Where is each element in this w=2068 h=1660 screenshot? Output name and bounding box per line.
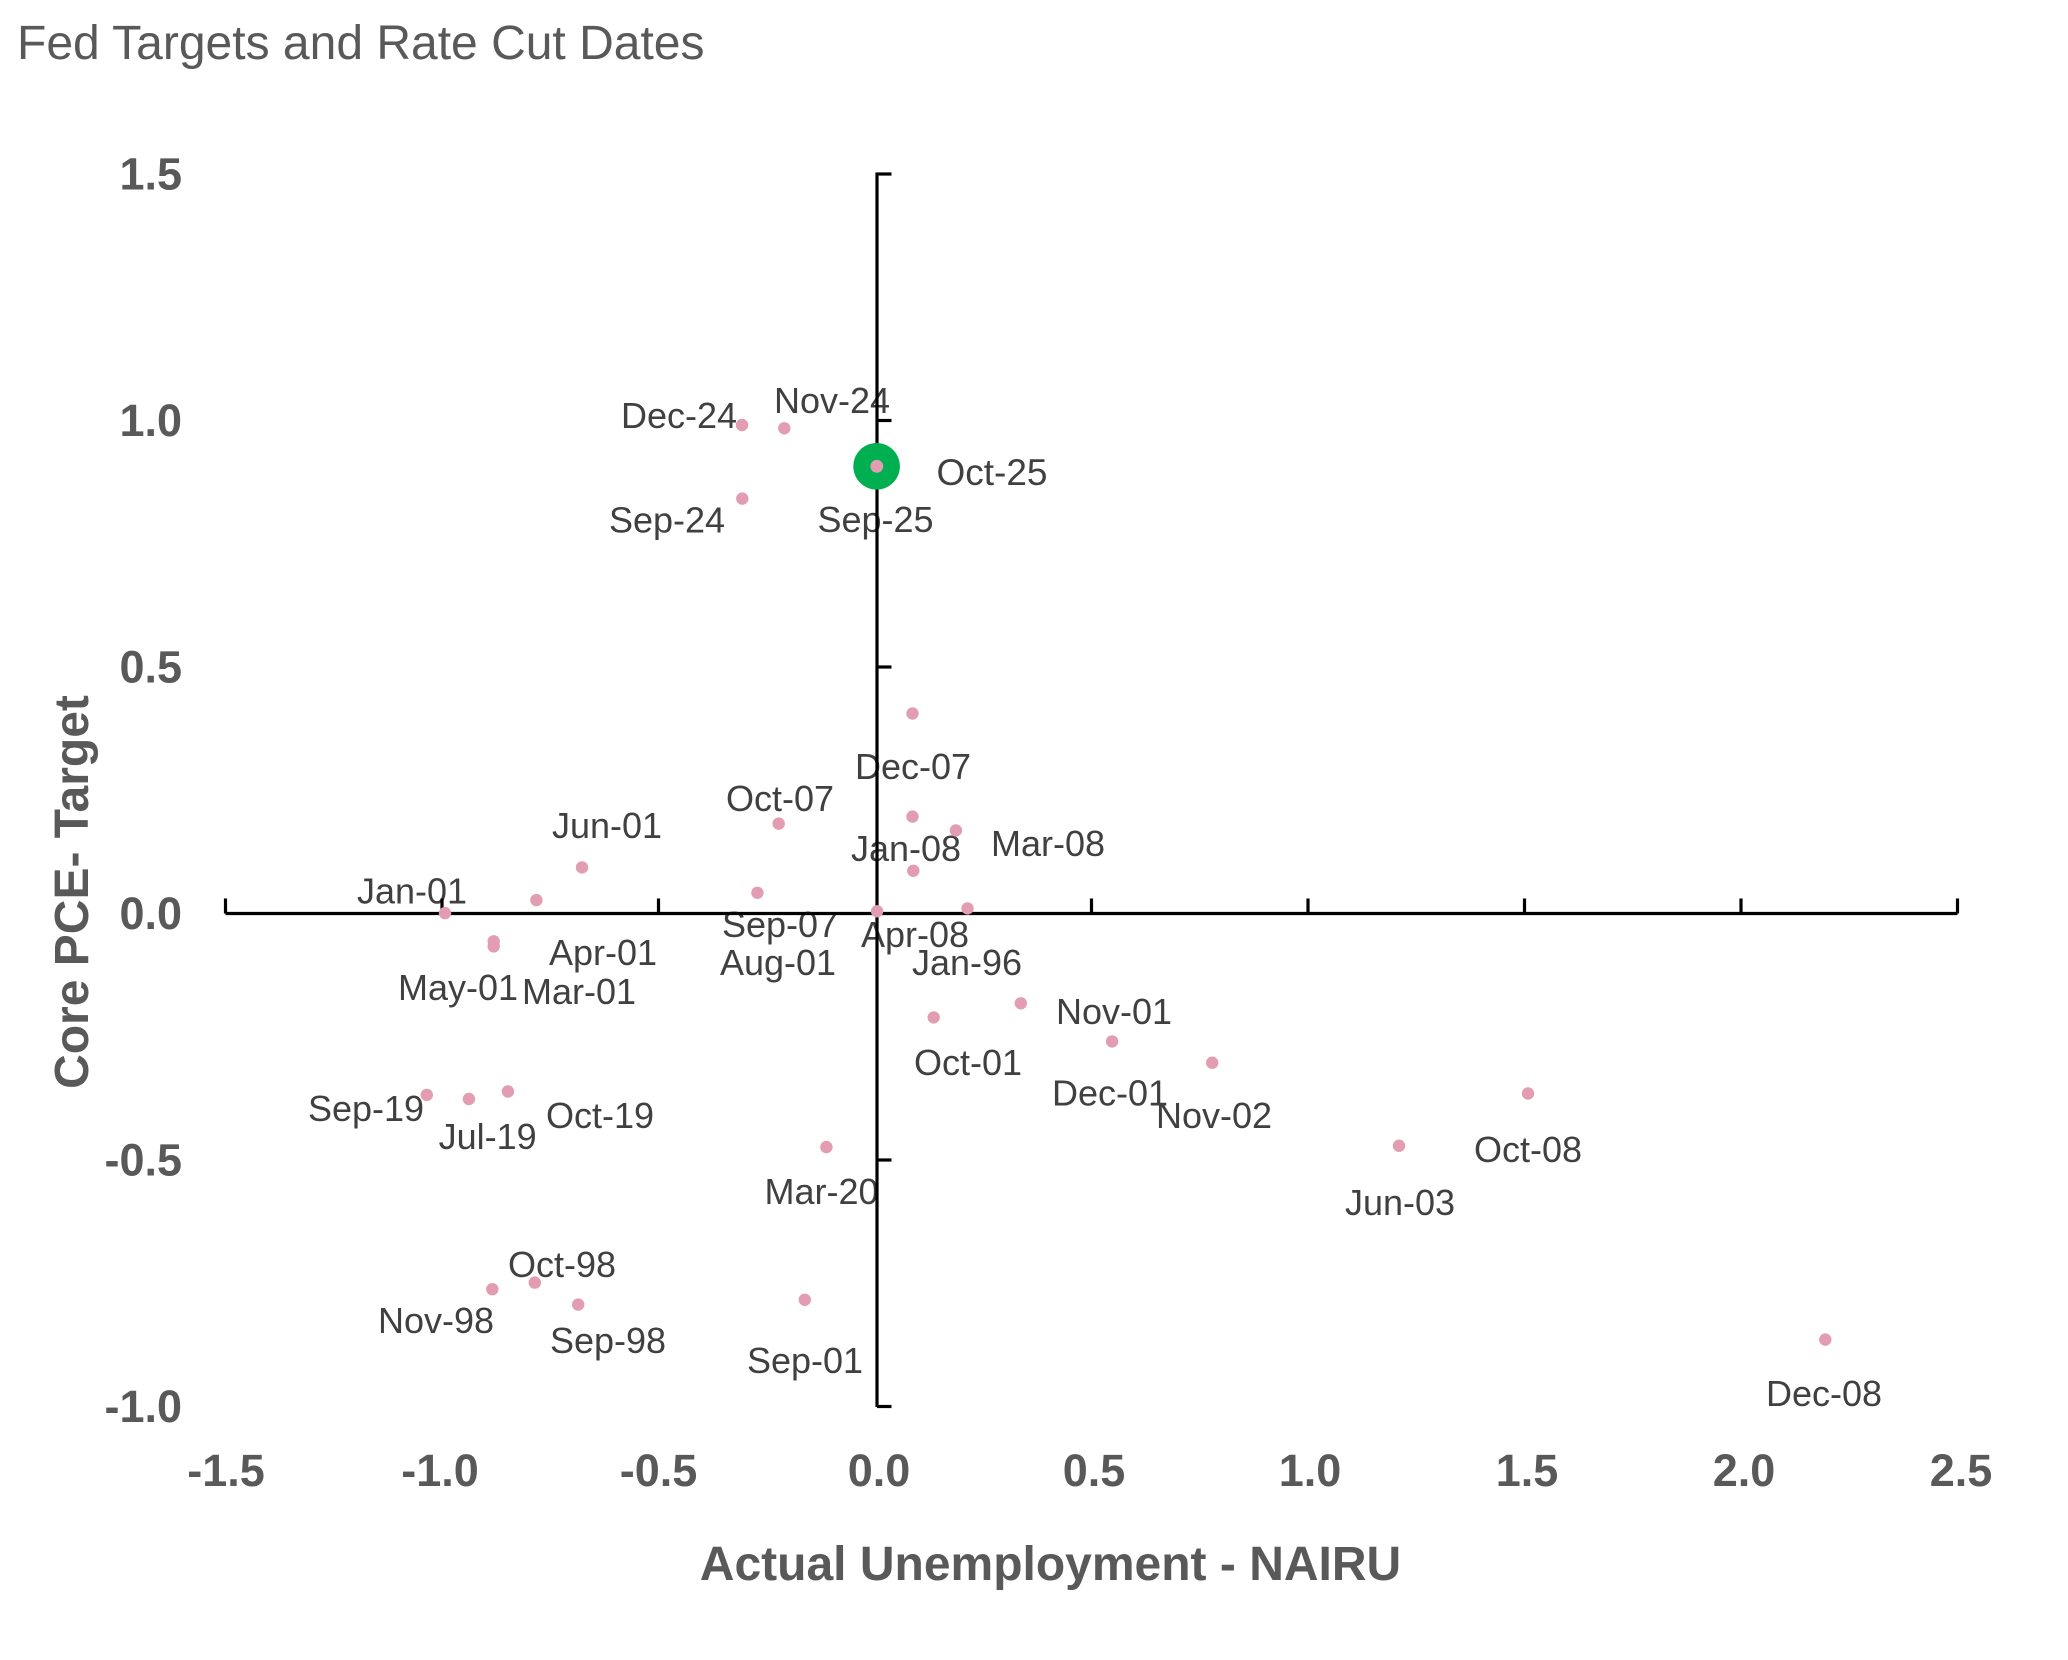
svg-text:Nov-98: Nov-98 — [378, 1300, 494, 1341]
svg-text:Oct-01: Oct-01 — [914, 1042, 1022, 1083]
svg-text:-0.5: -0.5 — [104, 1135, 182, 1186]
svg-text:Actual Unemployment - NAIRU: Actual Unemployment - NAIRU — [700, 1538, 1401, 1591]
svg-text:Apr-08: Apr-08 — [861, 914, 969, 955]
svg-text:Nov-01: Nov-01 — [1056, 991, 1172, 1032]
svg-text:Jan-08: Jan-08 — [851, 828, 961, 869]
svg-text:0.5: 0.5 — [119, 642, 182, 693]
svg-text:0.0: 0.0 — [848, 1445, 911, 1496]
svg-text:Sep-19: Sep-19 — [308, 1088, 424, 1129]
svg-text:Dec-08: Dec-08 — [1766, 1373, 1882, 1414]
svg-text:Core PCE- Target: Core PCE- Target — [46, 695, 99, 1089]
svg-text:Oct-25: Oct-25 — [936, 452, 1047, 493]
svg-text:1.5: 1.5 — [119, 149, 182, 200]
svg-text:Fed Targets and Rate Cut Dates: Fed Targets and Rate Cut Dates — [17, 17, 705, 70]
svg-text:Dec-24: Dec-24 — [621, 395, 737, 436]
svg-text:Nov-02: Nov-02 — [1156, 1095, 1272, 1136]
svg-text:Apr-01: Apr-01 — [549, 932, 657, 973]
svg-text:Sep-07: Sep-07 — [722, 904, 838, 945]
svg-text:Aug-01: Aug-01 — [720, 942, 836, 983]
svg-text:Dec-01: Dec-01 — [1052, 1073, 1168, 1114]
svg-text:Sep-98: Sep-98 — [550, 1320, 666, 1361]
svg-text:Oct-98: Oct-98 — [508, 1244, 616, 1285]
svg-text:-0.5: -0.5 — [620, 1445, 698, 1496]
svg-text:Nov-24: Nov-24 — [774, 380, 890, 421]
svg-text:Jan-96: Jan-96 — [912, 942, 1022, 983]
svg-text:Oct-08: Oct-08 — [1474, 1129, 1582, 1170]
svg-text:May-01: May-01 — [398, 967, 518, 1008]
svg-text:1.0: 1.0 — [119, 395, 182, 446]
svg-text:Mar-20: Mar-20 — [764, 1171, 878, 1212]
svg-text:Jun-03: Jun-03 — [1345, 1182, 1455, 1223]
svg-text:Mar-08: Mar-08 — [991, 823, 1105, 864]
svg-text:Jan-01: Jan-01 — [357, 871, 467, 912]
svg-text:1.5: 1.5 — [1496, 1445, 1559, 1496]
svg-text:Jun-01: Jun-01 — [552, 805, 662, 846]
svg-text:-1.0: -1.0 — [401, 1445, 479, 1496]
svg-text:Jul-19: Jul-19 — [439, 1116, 537, 1157]
svg-text:2.0: 2.0 — [1713, 1445, 1776, 1496]
svg-text:Sep-24: Sep-24 — [609, 500, 725, 541]
svg-text:0.5: 0.5 — [1063, 1445, 1126, 1496]
svg-text:Oct-07: Oct-07 — [726, 778, 834, 819]
svg-text:Mar-01: Mar-01 — [522, 971, 636, 1012]
svg-text:-1.5: -1.5 — [187, 1445, 265, 1496]
svg-text:1.0: 1.0 — [1279, 1445, 1342, 1496]
svg-text:Sep-01: Sep-01 — [747, 1340, 863, 1381]
svg-text:Oct-19: Oct-19 — [546, 1095, 654, 1136]
svg-text:0.0: 0.0 — [119, 888, 182, 939]
svg-text:2.5: 2.5 — [1930, 1445, 1993, 1496]
svg-text:Dec-07: Dec-07 — [855, 746, 971, 787]
svg-text:-1.0: -1.0 — [104, 1381, 182, 1432]
